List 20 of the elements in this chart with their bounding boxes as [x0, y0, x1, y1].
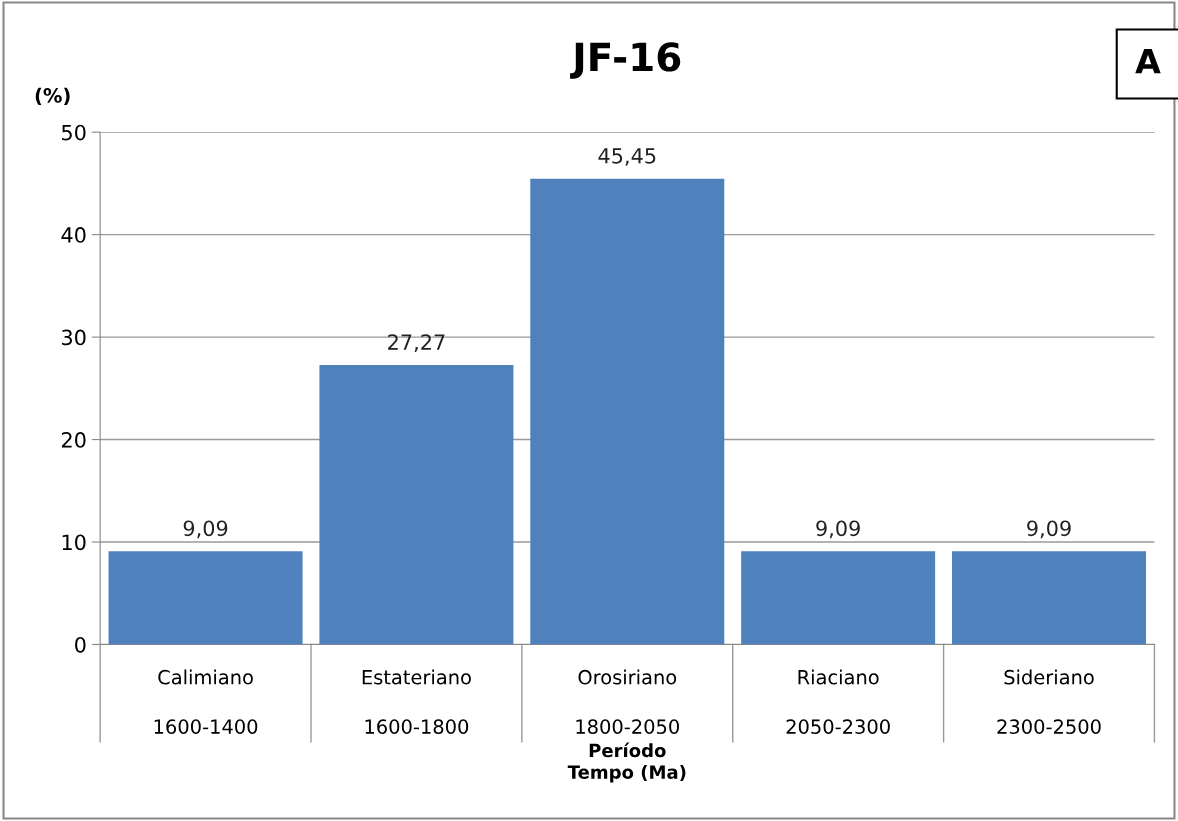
text: A [1135, 48, 1161, 74]
y-axis-title: (%) [35, 87, 70, 106]
category-label: Orosiriano 1800-2050 [576, 669, 679, 734]
data-label: 9,09 [816, 520, 860, 539]
y-tick-label: 30 [62, 329, 86, 346]
category-label: Sideriano 2300-2500 [997, 669, 1101, 734]
y-tick-label: 50 [62, 124, 86, 141]
data-label: 9,09 [183, 520, 228, 539]
category-label: Calimiano 1600-1400 [154, 669, 258, 734]
x-axis-title: Período Tempo (Ma) [567, 742, 686, 783]
y-tick-label: 0 [75, 636, 86, 653]
data-label: 27,27 [388, 334, 445, 353]
category-label: Estateriano 1600-1800 [362, 669, 471, 734]
category-label: Riaciano 2050-2300 [786, 669, 890, 734]
data-label: 9,09 [1027, 520, 1071, 539]
y-tick-label: 20 [61, 432, 86, 448]
y-tick-label: 40 [61, 227, 86, 243]
data-label: 45,45 [598, 148, 656, 166]
y-tick-label: 10 [62, 534, 86, 551]
chart-title: JF-16 [570, 42, 681, 79]
